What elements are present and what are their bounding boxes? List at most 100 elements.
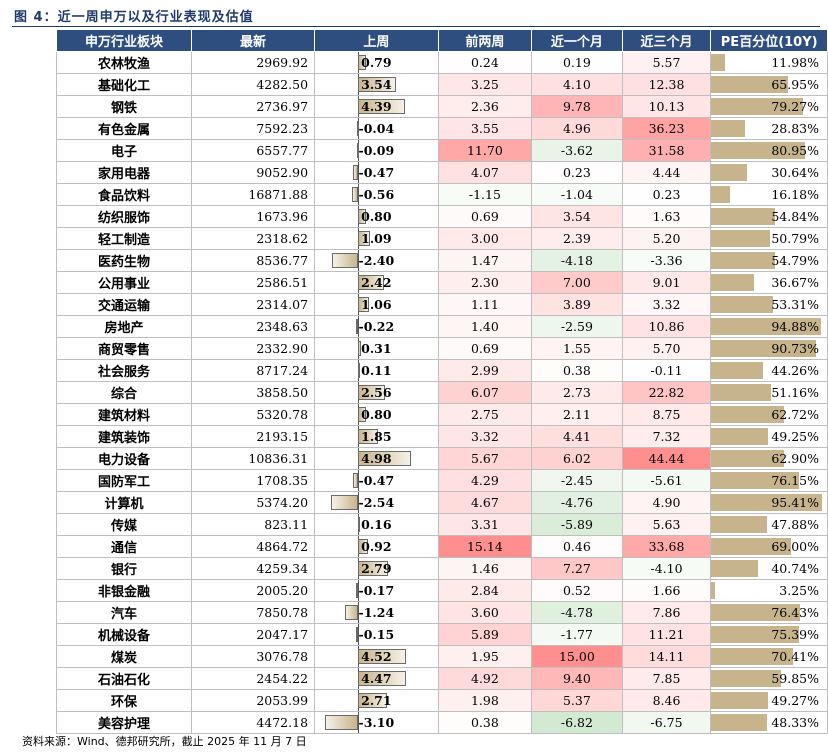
pe-percentile-value: 30.64% [771,165,819,180]
last-week-change-value: -0.56 [358,187,395,202]
two-week-change-value: 5.67 [437,447,533,470]
pe-percentile-bar [711,670,781,687]
two-week-change-value: 4.29 [437,469,533,492]
industry-name: 煤炭 [56,645,192,668]
three-month-change-value: -4.10 [621,557,712,580]
last-week-change-value: -2.54 [358,495,395,510]
col-header-last-week: 上周 [314,29,439,52]
pe-percentile-value: 62.90% [771,451,819,466]
pe-percentile-bar [711,186,731,203]
three-month-change-value: 0.23 [621,183,712,206]
two-week-change-value: 3.60 [437,601,533,624]
pe-percentile-bar [711,626,799,643]
pe-percentile-cell: 76.43% [710,601,828,624]
last-week-change-value: -0.47 [358,165,395,180]
last-week-change-value: -0.04 [358,121,395,136]
zero-axis-line [357,624,359,645]
one-month-change-value: -4.18 [531,249,623,272]
industry-name: 轻工制造 [56,227,192,250]
last-week-change-cell: 0.11 [314,359,439,382]
last-week-change-bar [357,671,406,686]
one-month-change-value: -2.59 [531,315,623,338]
last-week-change-value: -2.40 [358,253,395,268]
table-row: 轻工制造 2318.62 1.09 3.00 2.39 5.20 50.79% [56,227,828,250]
pe-percentile-value: 69.00% [771,539,819,554]
three-month-change-value: 10.13 [621,95,712,118]
one-month-change-value: 2.73 [531,381,623,404]
pe-percentile-cell: 62.90% [710,447,828,470]
last-week-change-bar [357,429,378,444]
last-week-change-bar [357,55,367,70]
pe-percentile-value: 62.72% [771,407,819,422]
three-month-change-value: 1.63 [621,205,712,228]
pe-percentile-bar [711,384,771,401]
table-row: 交通运输 2314.07 1.06 1.11 3.89 3.32 53.31% [56,293,828,316]
industry-name: 房地产 [56,315,192,338]
last-week-change-cell: 1.09 [314,227,439,250]
last-week-change-bar [357,231,370,246]
pe-percentile-cell: 53.31% [710,293,828,316]
pe-percentile-cell: 30.64% [710,161,828,184]
last-week-change-cell: 0.31 [314,337,439,360]
pe-percentile-value: 3.25% [779,583,819,598]
one-month-change-value: -2.45 [531,469,623,492]
last-week-change-cell: 2.42 [314,271,439,294]
pe-percentile-bar [711,428,769,445]
one-month-change-value: 3.89 [531,293,623,316]
table-row: 农林牧渔 2969.92 0.79 0.24 0.19 5.57 11.98% [56,51,828,74]
pe-percentile-value: 70.41% [771,649,819,664]
table-row: 房地产 2348.63 -0.22 1.40 -2.59 10.86 94.88% [56,315,828,338]
two-week-change-value: 0.38 [437,711,533,734]
last-week-change-value: 0.79 [361,55,392,70]
pe-percentile-bar [711,98,804,115]
last-week-change-value: -0.09 [358,143,395,158]
pe-percentile-bar [711,472,800,489]
two-week-change-value: 2.36 [437,95,533,118]
pe-percentile-bar [711,406,784,423]
last-week-change-cell: -0.15 [314,623,439,646]
industry-name: 医药生物 [56,249,192,272]
two-week-change-value: -1.15 [437,183,533,206]
industry-name: 汽车 [56,601,192,624]
table-row: 非银金融 2005.20 -0.17 2.84 0.52 1.66 3.25% [56,579,828,602]
last-week-change-bar [356,143,359,158]
three-month-change-value: -5.61 [621,469,712,492]
last-week-change-bar [357,209,367,224]
two-week-change-value: 0.69 [437,205,533,228]
pe-percentile-bar [711,274,754,291]
latest-index-value: 2193.15 [190,425,316,448]
two-week-change-value: 1.98 [437,689,533,712]
last-week-change-cell: 1.06 [314,293,439,316]
three-month-change-value: -0.11 [621,359,712,382]
last-week-change-cell: 0.92 [314,535,439,558]
pe-percentile-bar [711,494,822,511]
pe-percentile-bar [711,362,763,379]
last-week-change-bar [357,561,388,576]
three-month-change-value: 4.44 [621,161,712,184]
pe-percentile-cell: 95.41% [710,491,828,514]
pe-percentile-cell: 62.72% [710,403,828,426]
industry-name: 电子 [56,139,192,162]
col-header-latest: 最新 [190,29,316,52]
one-month-change-value: 1.55 [531,337,623,360]
last-week-change-cell: -2.54 [314,491,439,514]
pe-percentile-bar [711,120,745,137]
last-week-change-value: -1.24 [358,605,395,620]
industry-name: 有色金属 [56,117,192,140]
latest-index-value: 8536.77 [190,249,316,272]
industry-name: 石油石化 [56,667,192,690]
table-row: 汽车 7850.78 -1.24 3.60 -4.78 7.86 76.43% [56,601,828,624]
pe-percentile-cell: 28.83% [710,117,828,140]
one-month-change-value: 4.10 [531,73,623,96]
pe-percentile-cell: 70.41% [710,645,828,668]
zero-axis-line [357,492,359,513]
three-month-change-value: 31.58 [621,139,712,162]
last-week-change-cell: 2.56 [314,381,439,404]
three-month-change-value: 12.38 [621,73,712,96]
last-week-change-value: -0.15 [358,627,395,642]
last-week-change-value: 1.06 [361,297,392,312]
pe-percentile-value: 65.95% [771,77,819,92]
three-month-change-value: 8.46 [621,689,712,712]
pe-percentile-bar [711,604,800,621]
last-week-change-cell: 1.85 [314,425,439,448]
